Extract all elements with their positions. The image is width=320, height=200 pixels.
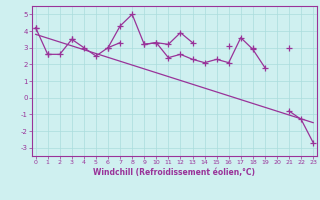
X-axis label: Windchill (Refroidissement éolien,°C): Windchill (Refroidissement éolien,°C) xyxy=(93,168,255,177)
